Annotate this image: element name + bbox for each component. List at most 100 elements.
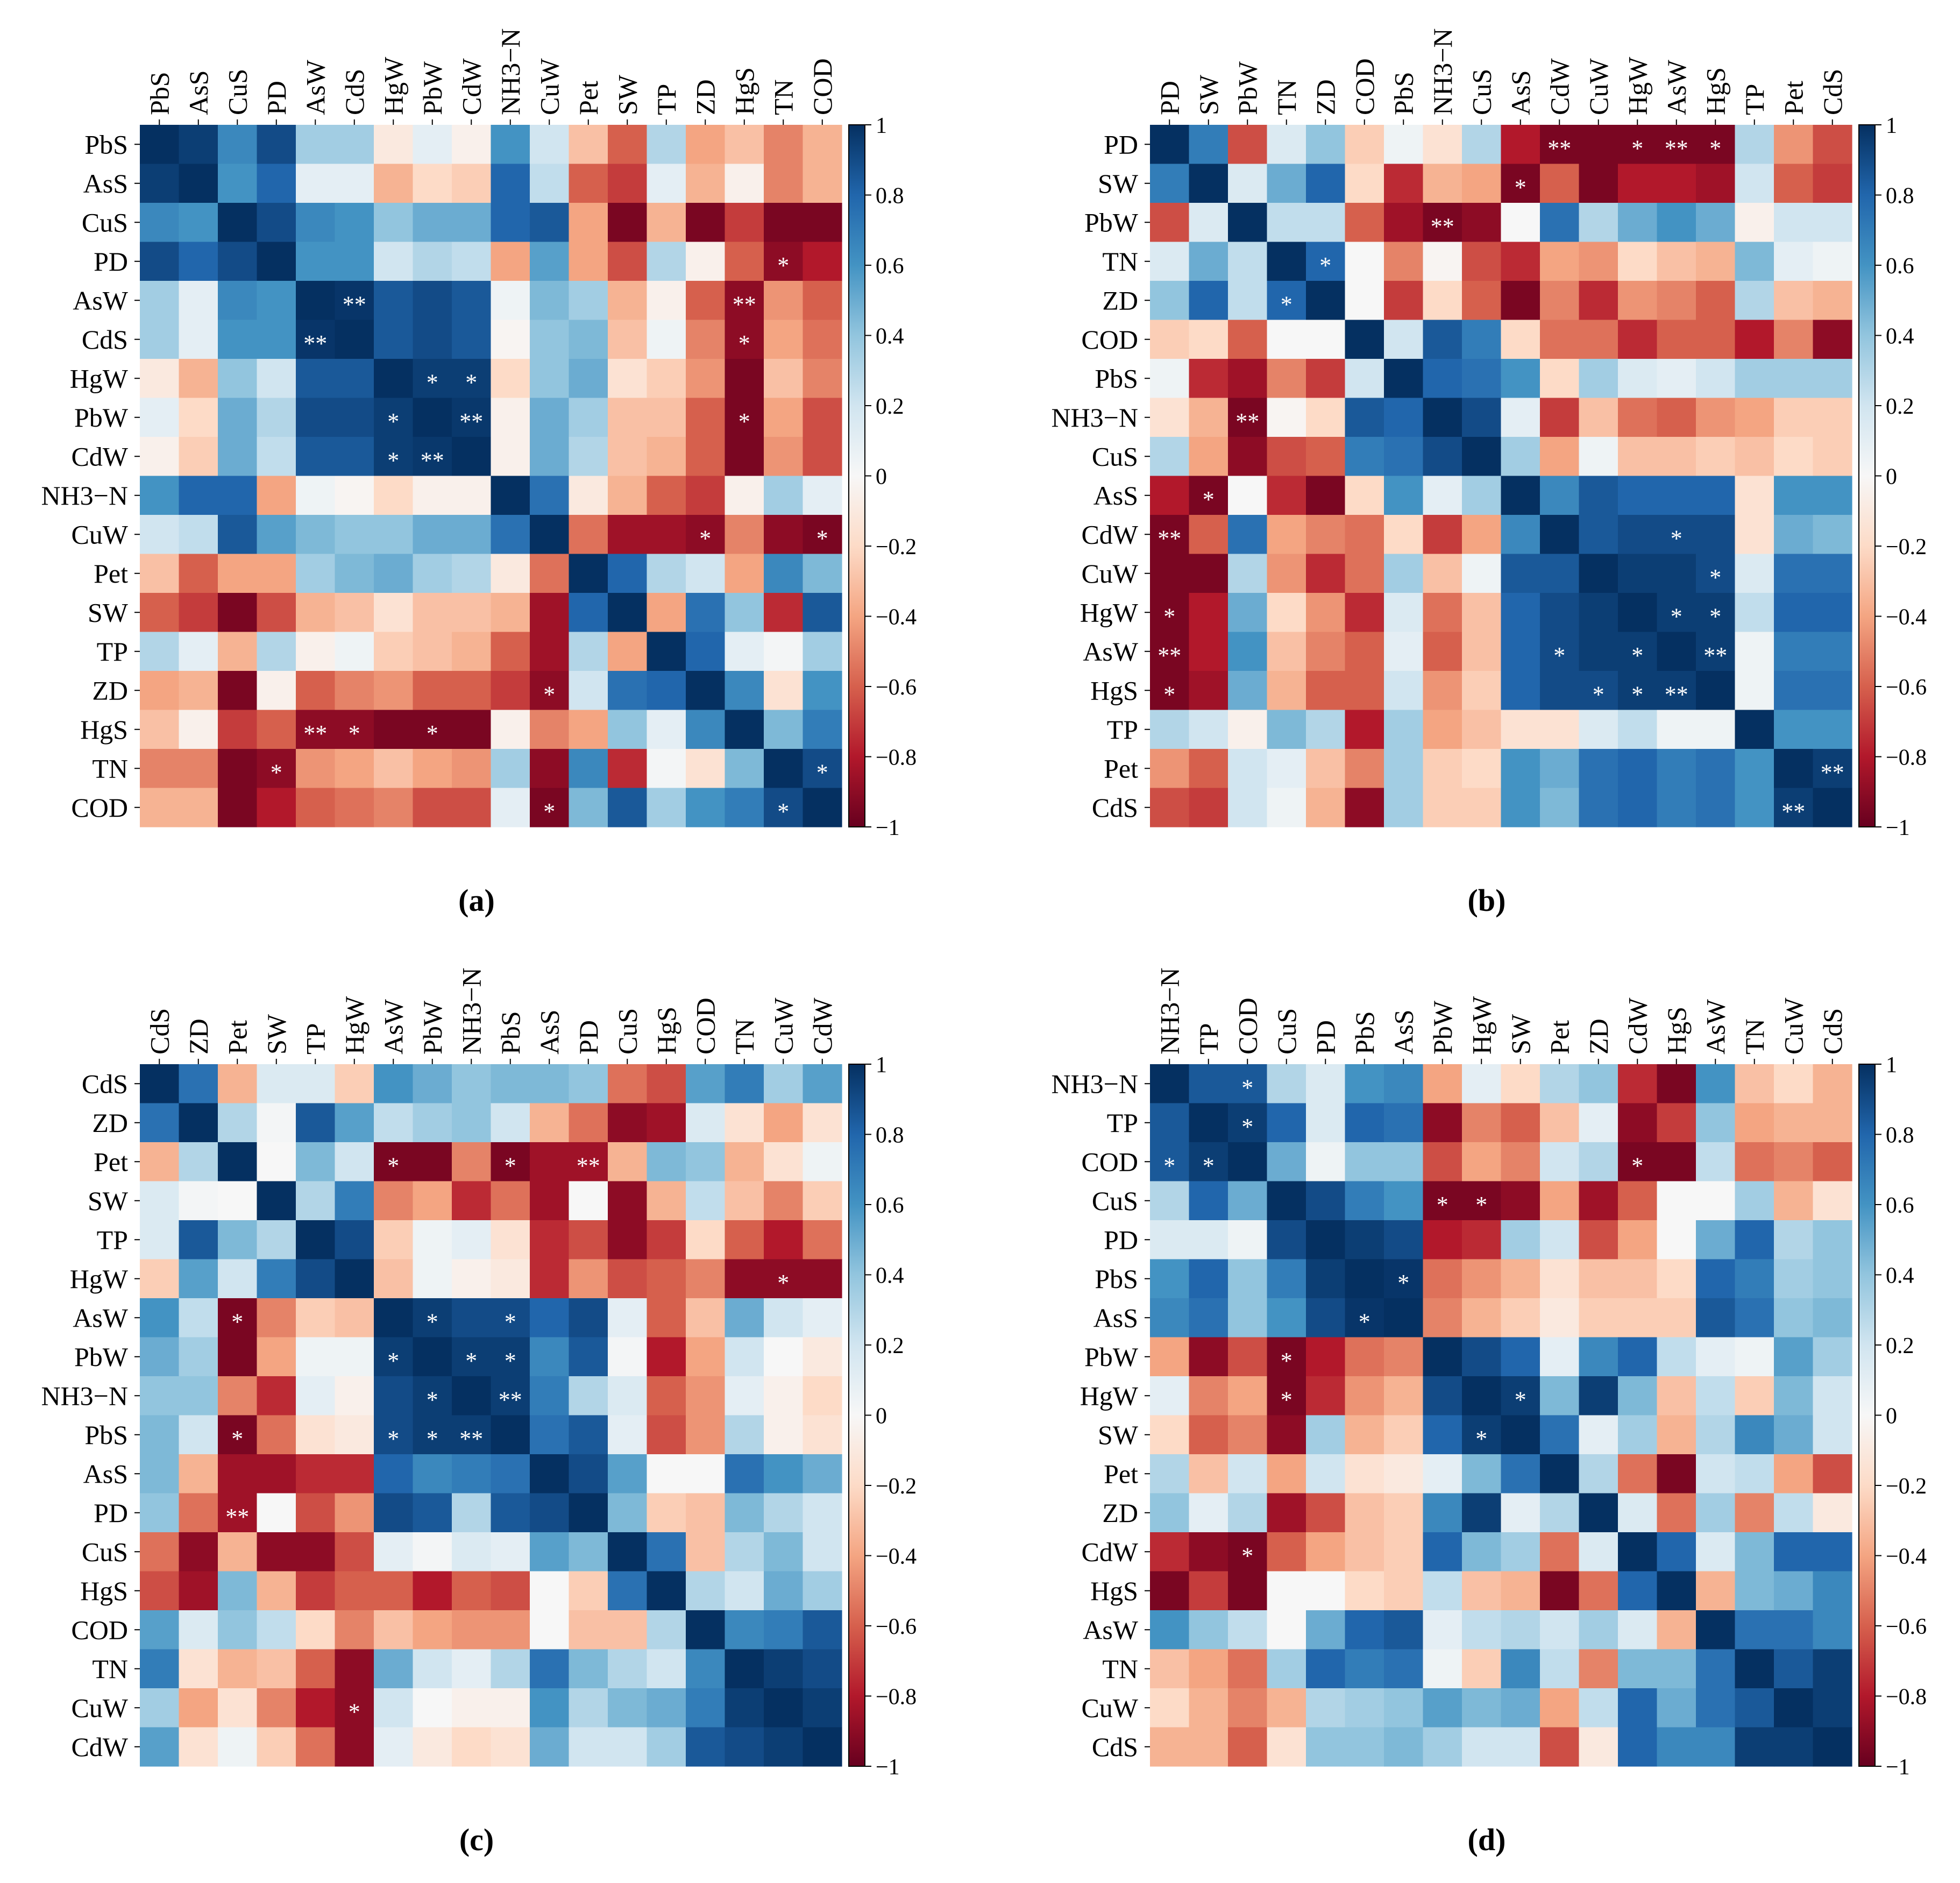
row-label: AsS — [83, 1459, 128, 1489]
heatmap-cell — [530, 1103, 570, 1143]
heatmap-cell — [1150, 632, 1190, 671]
heatmap-cell — [1657, 320, 1696, 359]
heatmap-cell — [452, 1727, 492, 1767]
heatmap-cell — [1462, 671, 1502, 711]
heatmap-cell — [413, 281, 452, 321]
heatmap-cell — [1384, 476, 1424, 515]
heatmap-cell — [1462, 437, 1502, 477]
heatmap-cell — [1228, 1064, 1268, 1104]
heatmap-cell — [491, 1142, 530, 1182]
column-label: AsW — [1661, 59, 1692, 115]
heatmap-cell — [1306, 1064, 1346, 1104]
significance-mark: * — [1709, 564, 1721, 591]
colorbar-tick-label: −0.2 — [876, 535, 917, 560]
heatmap-cell — [1540, 281, 1580, 321]
heatmap-cell — [1345, 359, 1384, 399]
significance-mark: * — [271, 759, 282, 785]
heatmap-cell — [452, 749, 492, 789]
row-label: PbS — [84, 129, 128, 159]
heatmap-cell — [530, 359, 570, 399]
heatmap-cell — [140, 1064, 180, 1104]
heatmap-cell — [335, 1298, 374, 1338]
heatmap-cell — [725, 1571, 764, 1611]
heatmap-cell — [647, 398, 686, 437]
heatmap-cell — [140, 242, 180, 281]
row-label: SW — [1098, 1420, 1139, 1450]
heatmap-cell — [257, 632, 296, 671]
heatmap-cell — [1228, 320, 1268, 359]
colorbar-tick-label: −0.6 — [876, 675, 917, 700]
significance-mark: ** — [1235, 408, 1259, 435]
heatmap-cell — [725, 1415, 764, 1455]
heatmap-cell — [1384, 1259, 1424, 1299]
heatmap-cell — [218, 1571, 258, 1611]
heatmap-cell — [530, 1454, 570, 1494]
heatmap-cell — [1618, 1727, 1658, 1767]
colorbar-tick-label: 0.2 — [1886, 394, 1914, 419]
heatmap-cell — [1462, 515, 1502, 555]
heatmap-cell — [179, 1259, 218, 1299]
heatmap-cell — [491, 1259, 530, 1299]
significance-mark: ** — [1665, 135, 1688, 161]
heatmap-cell — [1657, 476, 1696, 515]
heatmap-cell — [179, 1181, 218, 1221]
significance-mark: * — [1593, 681, 1604, 707]
heatmap-cell — [1267, 632, 1306, 671]
heatmap-cell — [1774, 242, 1814, 281]
heatmap-cell — [803, 203, 842, 243]
column-label: NH3−N — [456, 967, 486, 1054]
heatmap-cell — [1306, 1493, 1346, 1533]
heatmap-cell — [1540, 515, 1580, 555]
heatmap-cell — [218, 1649, 258, 1689]
significance-mark: * — [738, 330, 750, 357]
heatmap-cell — [1423, 1259, 1462, 1299]
heatmap-cell — [1735, 1688, 1774, 1728]
heatmap-cell — [491, 1220, 530, 1260]
heatmap-cell — [1228, 242, 1268, 281]
heatmap-cell — [1696, 1727, 1736, 1767]
heatmap-cell — [1384, 554, 1424, 593]
heatmap-cell — [1423, 554, 1462, 593]
heatmap-cell — [1150, 593, 1190, 633]
heatmap-cell — [257, 398, 296, 437]
heatmap-cell — [1735, 1064, 1774, 1104]
heatmap-cell — [1579, 164, 1618, 203]
row-label: CuS — [82, 1537, 128, 1567]
heatmap-cell — [1579, 1688, 1618, 1728]
heatmap-cell — [257, 1259, 296, 1299]
significance-mark: * — [777, 1270, 789, 1296]
heatmap-cell — [1150, 437, 1190, 477]
significance-mark: * — [543, 681, 555, 707]
heatmap-cell — [296, 1454, 336, 1494]
heatmap-cell — [491, 203, 530, 243]
heatmap-cell — [1657, 1610, 1696, 1650]
heatmap-cell — [452, 593, 492, 633]
heatmap-cell — [374, 164, 414, 203]
heatmap-cell — [452, 125, 492, 165]
heatmap-cell — [725, 125, 764, 165]
significance-mark: * — [1163, 681, 1175, 707]
heatmap-cell — [1423, 1610, 1462, 1650]
heatmap-cell — [569, 1259, 608, 1299]
heatmap-cell — [1696, 281, 1736, 321]
significance-mark: ** — [1703, 642, 1727, 669]
heatmap-cell — [218, 671, 258, 711]
heatmap-cell — [1384, 359, 1424, 399]
heatmap-cell — [686, 1220, 726, 1260]
heatmap-cell — [179, 437, 218, 477]
heatmap-cell — [1306, 1454, 1346, 1494]
heatmap-cell — [1813, 1298, 1852, 1338]
heatmap-cell — [218, 1454, 258, 1494]
heatmap-cell — [1618, 437, 1658, 477]
heatmap-cell — [491, 554, 530, 593]
heatmap-cell — [218, 515, 258, 555]
heatmap-cell — [1345, 1649, 1384, 1689]
heatmap-cell — [1735, 1415, 1774, 1455]
heatmap-cell — [725, 320, 764, 359]
row-label: AsW — [73, 285, 129, 315]
heatmap-cell — [1150, 125, 1190, 165]
heatmap-cell — [1189, 398, 1228, 437]
heatmap-cell — [686, 1493, 726, 1533]
heatmap-cell — [1384, 632, 1424, 671]
heatmap-cell — [1579, 1493, 1618, 1533]
